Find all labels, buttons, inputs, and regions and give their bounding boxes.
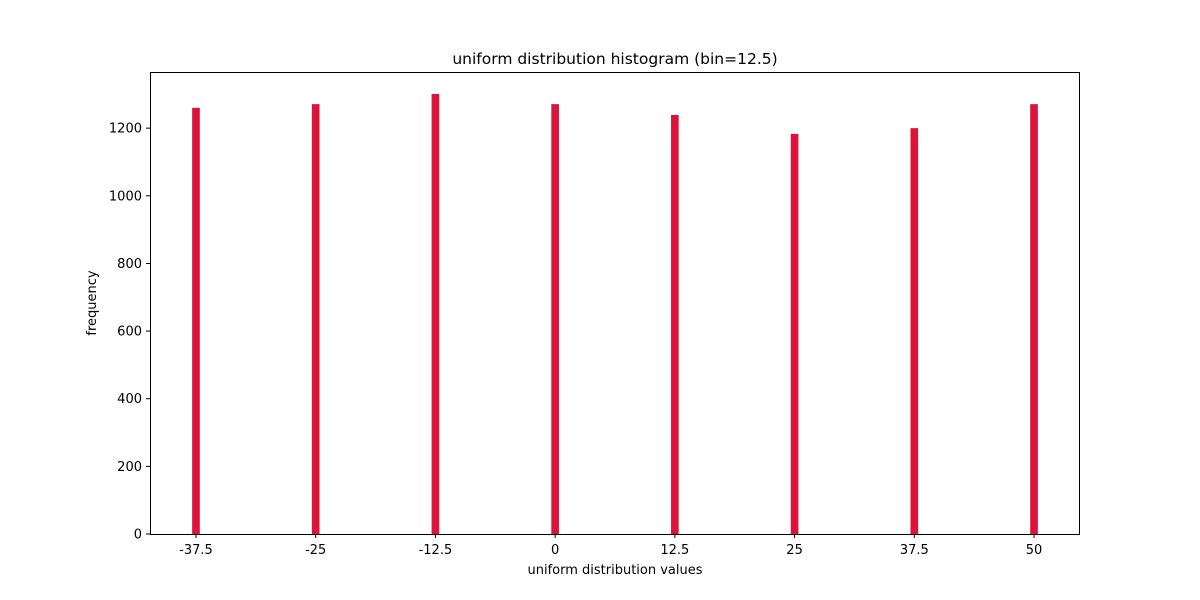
x-axis-label: uniform distribution values	[527, 563, 702, 578]
y-axis-label: frequency	[85, 270, 100, 336]
bar	[551, 104, 559, 534]
x-tick-label: 25	[786, 543, 803, 558]
x-tick-label: 50	[1026, 543, 1043, 558]
y-tick-label: 400	[117, 392, 142, 407]
bar	[431, 93, 440, 535]
y-tick-label: 1000	[109, 189, 142, 204]
bar	[311, 104, 320, 534]
bar	[671, 114, 679, 534]
x-tick-label: -12.5	[419, 543, 453, 558]
x-tick-label: 0	[551, 543, 559, 558]
x-axis-ticks: -37.5 -25 -12.5 0 12.5 25 37.5 50	[179, 534, 1042, 558]
y-tick-label: 1200	[109, 122, 142, 137]
y-tick-label: 600	[117, 325, 142, 340]
x-tick-label: -37.5	[179, 543, 213, 558]
bars-group	[192, 93, 1038, 535]
x-tick-label: -25	[305, 543, 326, 558]
y-axis-ticks: 0 200 400 600 800 1000 1200	[109, 122, 150, 543]
bar	[192, 107, 200, 535]
y-tick-label: 200	[117, 460, 142, 475]
bar	[910, 128, 919, 534]
bar	[790, 133, 799, 534]
plot-frame	[150, 72, 1080, 535]
y-tick-label: 800	[117, 257, 142, 272]
x-tick-label: 37.5	[900, 543, 929, 558]
x-tick-label: 12.5	[660, 543, 689, 558]
y-tick-label: 0	[134, 528, 142, 543]
chart-title: uniform distribution histogram (bin=12.5…	[452, 50, 777, 68]
bar	[1030, 104, 1038, 534]
